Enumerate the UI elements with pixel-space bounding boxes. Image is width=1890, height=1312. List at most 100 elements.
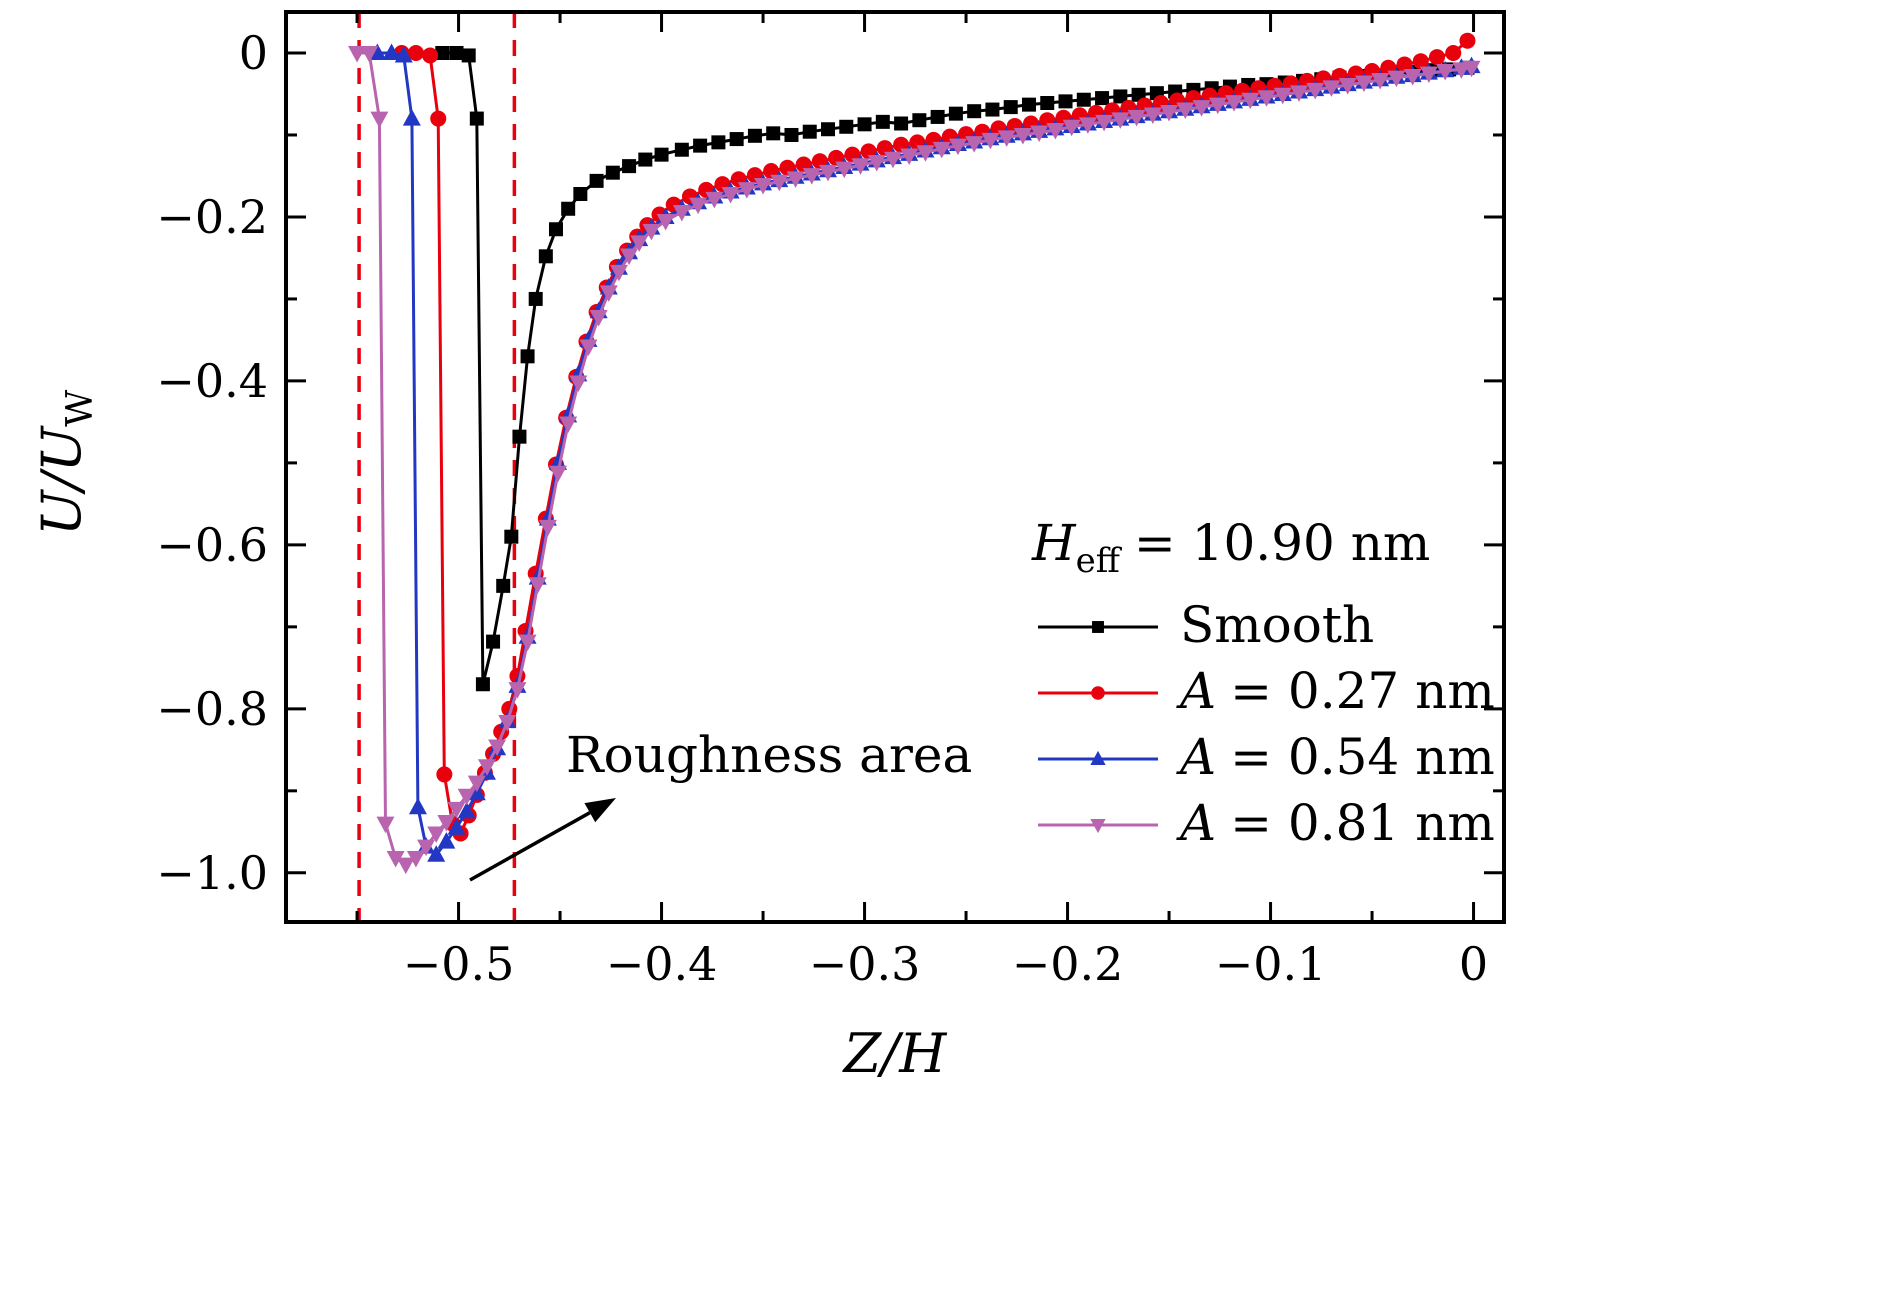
triangle-down-marker (538, 519, 557, 537)
triangle-down-marker (508, 682, 527, 699)
triangle-up-marker (408, 797, 427, 815)
triangle-down-marker (396, 857, 415, 875)
triangle-down-marker (447, 801, 466, 819)
plot-frame (284, 10, 1506, 924)
square-marker (461, 48, 476, 63)
triangle-down-marker (609, 264, 628, 282)
legend-entry-label: A = 0.27 nm (1176, 662, 1495, 720)
square-marker (948, 106, 963, 121)
triangle-down-marker (589, 309, 608, 327)
square-marker (693, 138, 708, 153)
square-marker (469, 111, 484, 126)
square-marker (1095, 91, 1110, 106)
triangle-down-marker (406, 851, 425, 868)
square-marker (821, 122, 836, 137)
circle-marker (430, 110, 447, 127)
triangle-down-marker (900, 148, 919, 165)
y-tick-label: −0.4 (156, 354, 268, 408)
triangle-down-marker (620, 248, 639, 265)
triangle-up-marker (457, 801, 476, 819)
square-marker (1021, 97, 1036, 112)
x-tick-label: 0 (1459, 937, 1488, 991)
triangle-down-marker (916, 145, 935, 162)
circle-marker (436, 766, 453, 783)
circle-marker (422, 47, 439, 64)
triangle-down-marker (1436, 64, 1455, 81)
square-marker (654, 147, 669, 162)
x-axis-label: Z/H (842, 1022, 948, 1085)
triangle-down-marker (867, 155, 886, 172)
circle-marker (1412, 53, 1429, 70)
square-marker (638, 152, 653, 167)
square-marker (528, 291, 543, 306)
triangle-down-marker (1462, 60, 1481, 78)
triangle-down-marker (457, 788, 476, 806)
triangle-down-marker (370, 111, 389, 129)
square-marker (435, 45, 450, 60)
triangle-down-marker (1030, 125, 1049, 143)
triangle-down-marker (1078, 117, 1097, 134)
triangle-down-marker (599, 285, 618, 302)
triangle-down-marker (1127, 109, 1146, 127)
triangle-down-marker (1371, 73, 1390, 90)
square-marker (857, 117, 872, 132)
square-marker (538, 249, 553, 264)
y-tick-label: −0.6 (156, 518, 268, 572)
triangle-down-marker (1306, 82, 1325, 100)
legend-entry-label: Smooth (1180, 596, 1374, 654)
triangle-down-marker (1013, 127, 1032, 145)
triangle-up-marker (427, 845, 446, 862)
triangle-down-marker (1419, 66, 1438, 83)
square-marker (967, 104, 982, 119)
roughness-annotation-label: Roughness area (566, 726, 972, 784)
y-axis-label: U/UW (30, 390, 101, 536)
triangle-down-marker (656, 214, 675, 231)
square-marker (1076, 92, 1091, 107)
triangle-down-marker (477, 759, 496, 776)
triangle-down-marker (549, 465, 568, 483)
square-marker (605, 165, 620, 180)
legend-entry-label: A = 0.81 nm (1176, 794, 1495, 852)
triangle-down-marker (559, 416, 578, 434)
triangle-down-marker (528, 577, 547, 594)
triangle-down-marker (1403, 68, 1422, 86)
triangle-down-marker (1387, 70, 1406, 88)
square-marker (729, 132, 744, 147)
triangle-up-marker (368, 43, 387, 60)
triangle-down-marker (569, 375, 588, 393)
axis-ticks (286, 12, 1504, 922)
triangle-down-marker (386, 851, 405, 868)
triangle-down-marker (786, 171, 805, 188)
legend-entry: A = 0.54 nm (1038, 728, 1495, 786)
triangle-down-marker (1273, 87, 1292, 105)
triangle-up-marker (447, 818, 466, 835)
y-tick-label: 0 (239, 26, 268, 80)
square-marker (1113, 89, 1128, 104)
triangle-up-marker (394, 45, 413, 63)
legend-entry-label: A = 0.54 nm (1176, 728, 1495, 786)
triangle-down-marker (360, 45, 379, 63)
x-tick-label: −0.2 (1012, 937, 1124, 991)
triangle-down-marker (965, 136, 984, 153)
triangle-down-marker (488, 739, 507, 757)
triangle-down-marker (737, 182, 756, 199)
triangle-down-marker (1160, 105, 1179, 122)
y-tick-label: −0.8 (156, 682, 268, 736)
triangle-down-marker (819, 164, 838, 182)
square-marker (475, 677, 490, 692)
triangle-up-marker (437, 832, 456, 849)
square-marker (1003, 100, 1018, 115)
square-marker (802, 124, 817, 139)
circle-marker (1396, 56, 1413, 73)
square-marker (747, 128, 762, 143)
triangle-down-marker (417, 839, 436, 857)
x-tick-label: −0.3 (809, 937, 921, 991)
triangle-down-marker (427, 826, 446, 843)
triangle-down-marker (1095, 114, 1114, 132)
triangle-down-marker (518, 634, 537, 652)
legend: Heff = 10.90 nm Smooth A = 0.27 nm A = 0.54 nm… (1031, 514, 1495, 852)
triangle-down-marker (770, 174, 789, 192)
triangle-down-marker (883, 151, 902, 169)
